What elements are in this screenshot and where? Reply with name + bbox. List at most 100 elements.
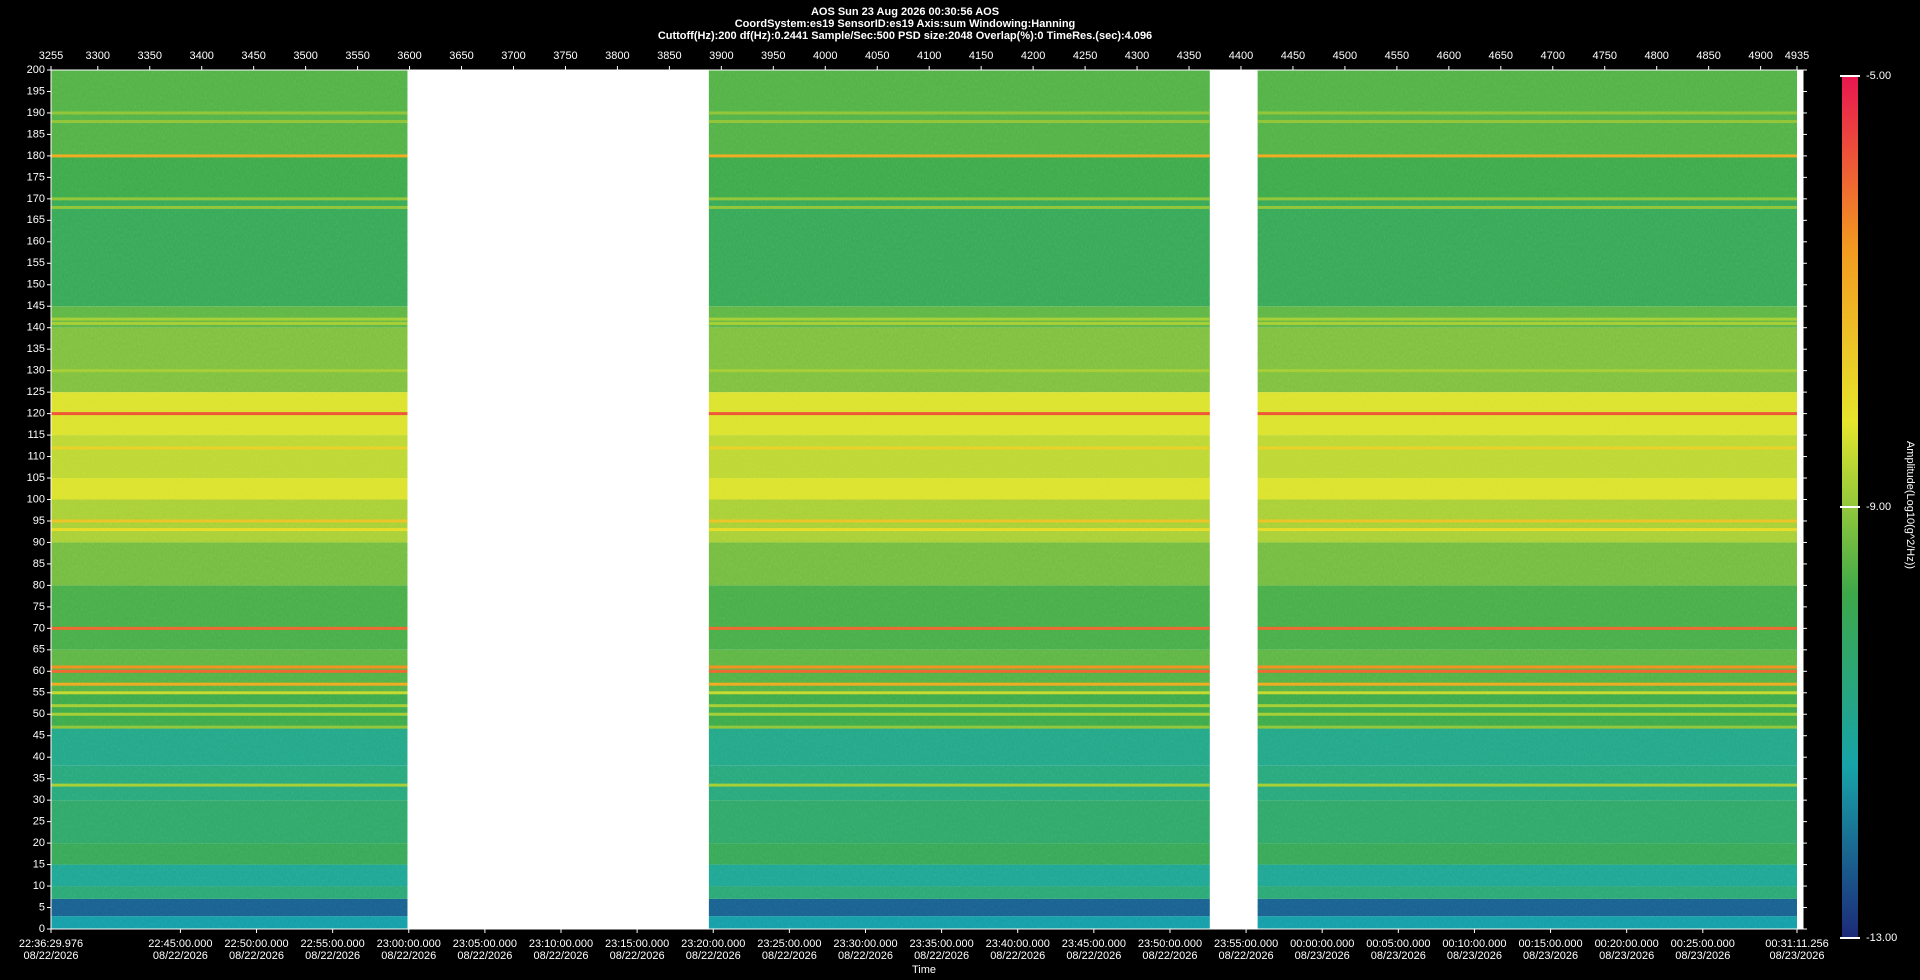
time-tick-date: 08/22/2026 [1142,950,1197,962]
tonal-line [708,321,1210,325]
tonal-line [708,783,1210,787]
time-tick-label: 23:15:00.000 [605,938,669,950]
title: AOS Sun 23 Aug 2026 00:30:56 AOS [811,6,999,18]
y-tick-label: 170 [27,193,45,205]
tonal-line [708,369,1210,373]
colorbar-tick-label: -5.00 [1866,70,1891,82]
segment [708,70,1210,929]
x-tick-label: 3850 [657,50,681,62]
time-tick-date: 08/22/2026 [229,950,284,962]
x-tick-label: 3700 [501,50,525,62]
x-tick-label: 3350 [137,50,161,62]
time-tick-date: 08/22/2026 [762,950,817,962]
tonal-line [708,120,1210,124]
subtitle: CoordSystem:es19 SensorID:es19 Axis:sum … [735,18,1076,30]
x-tick-label: 3950 [761,50,785,62]
colorbar-tick-label: -9.00 [1866,501,1891,513]
time-tick-label: 23:05:00.000 [453,938,517,950]
tonal-line [1257,528,1797,532]
segment [1257,70,1797,929]
y-tick-label: 120 [27,408,45,420]
tonal-line [51,519,408,523]
tonal-line [1257,412,1797,416]
y-tick-label: 30 [33,794,45,806]
tonal-line [1257,519,1797,523]
segment [51,70,408,929]
y-tick-label: 195 [27,85,45,97]
y-tick-label: 25 [33,816,45,828]
x-tick-label: 4250 [1073,50,1097,62]
x-tick-label: 4800 [1644,50,1668,62]
tonal-line [708,665,1210,669]
time-tick-label: 23:50:00.000 [1138,938,1202,950]
tonal-line [51,446,408,450]
tonal-line [1257,704,1797,708]
tonal-line [1257,783,1797,787]
x-tick-label: 4450 [1281,50,1305,62]
tonal-line [51,369,408,373]
y-tick-label: 20 [33,837,45,849]
y-tick-label: 80 [33,579,45,591]
tonal-line [51,783,408,787]
x-tick-label: 4300 [1125,50,1149,62]
tonal-line [51,669,408,673]
x-axis-label: Time [912,964,936,976]
time-tick-date: 08/23/2026 [1447,950,1502,962]
tonal-line [51,120,408,124]
time-tick-label: 00:10:00.000 [1442,938,1506,950]
time-tick-label: 23:35:00.000 [909,938,973,950]
tonal-line [51,111,408,115]
y-tick-label: 85 [33,558,45,570]
time-tick-date: 08/22/2026 [838,950,893,962]
time-tick-label: 00:20:00.000 [1595,938,1659,950]
y-tick-label: 125 [27,386,45,398]
time-tick-date: 08/22/2026 [610,950,665,962]
x-tick-label: 4700 [1541,50,1565,62]
y-tick-label: 160 [27,236,45,248]
y-tick-label: 190 [27,107,45,119]
tonal-line [708,446,1210,450]
y-tick-label: 100 [27,493,45,505]
time-tick-label: 23:20:00.000 [681,938,745,950]
tonal-line [51,665,408,669]
time-tick-label: 22:55:00.000 [301,938,365,950]
x-tick-label: 4850 [1696,50,1720,62]
y-tick-label: 5 [39,901,45,913]
x-tick-label: 3600 [397,50,421,62]
time-tick-date: 08/23/2026 [1675,950,1730,962]
tonal-line [708,704,1210,708]
tonal-line [708,669,1210,673]
time-tick-label: 23:40:00.000 [986,938,1050,950]
tonal-line [1257,665,1797,669]
x-tick-label: 3400 [189,50,213,62]
colorbar-label: Amplitude(Log10(g^2/Hz)) [1904,441,1916,569]
y-tick-label: 180 [27,150,45,162]
x-tick-label: 4400 [1229,50,1253,62]
tonal-line [1257,321,1797,325]
time-tick-label: 23:30:00.000 [833,938,897,950]
y-tick-label: 175 [27,171,45,183]
tonal-line [1257,626,1797,630]
settings-line: Cuttoff(Hz):200 df(Hz):0.2441 Sample/Sec… [658,30,1152,42]
tonal-line [51,725,408,729]
time-tick-date: 08/22/2026 [23,950,78,962]
x-tick-label: 4050 [865,50,889,62]
y-tick-label: 130 [27,365,45,377]
time-tick-label: 23:00:00.000 [377,938,441,950]
tonal-line [708,412,1210,416]
y-tick-label: 135 [27,343,45,355]
x-tick-label: 3300 [86,50,110,62]
x-tick-label: 3550 [345,50,369,62]
y-tick-label: 60 [33,665,45,677]
y-tick-label: 90 [33,536,45,548]
time-tick-label: 22:36:29.976 [19,938,83,950]
x-tick-label: 3900 [709,50,733,62]
time-tick-date: 08/23/2026 [1523,950,1578,962]
tonal-line [51,197,408,201]
y-tick-label: 0 [39,923,45,935]
tonal-line [1257,669,1797,673]
tonal-line [1257,111,1797,115]
time-tick-label: 23:55:00.000 [1214,938,1278,950]
tonal-line [51,626,408,630]
